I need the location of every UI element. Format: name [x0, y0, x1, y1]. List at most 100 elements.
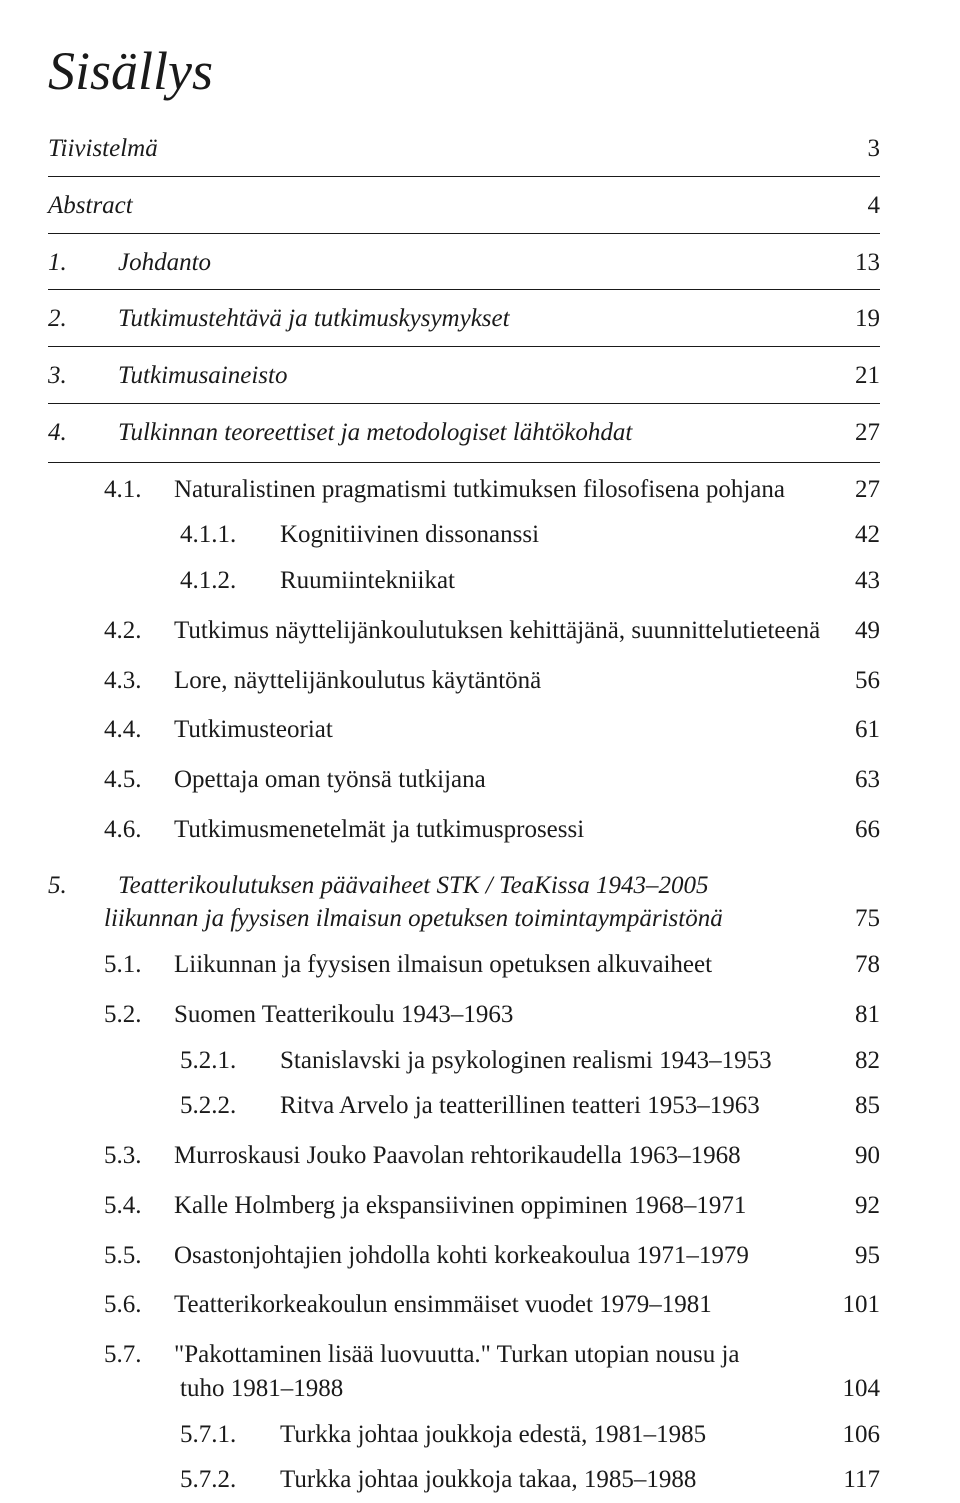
entry-number: 4.6. [104, 813, 174, 847]
entry-number: 4.1.1. [180, 518, 280, 552]
toc-entry-5-2-1: 5.2.1.Stanislavski ja psykologinen reali… [48, 1038, 880, 1084]
entry-number: 5. [48, 869, 118, 903]
entry-page: 4 [828, 192, 880, 220]
entry-page: 49 [828, 617, 880, 645]
toc-entry-1: 1.Johdanto 13 [48, 233, 880, 286]
entry-label: 5.Teatterikoulutuksen päävaiheet STK / T… [48, 869, 709, 903]
entry-number: 4.2. [104, 614, 174, 648]
entry-label: Abstract [48, 189, 133, 223]
toc-entry-5-7-line2: tuho 1981–1988 104 [48, 1372, 880, 1412]
toc-entry-5-5: 5.5.Osastonjohtajien johdolla kohti kork… [48, 1233, 880, 1279]
page-title: Sisällys [48, 40, 880, 102]
entry-label: 4.6.Tutkimusmenetelmät ja tutkimusproses… [48, 813, 584, 847]
entry-number: 3. [48, 359, 118, 393]
toc-entry-4-4: 4.4.Tutkimusteoriat 61 [48, 707, 880, 753]
entry-label: 5.6.Teatterikorkeakoulun ensimmäiset vuo… [48, 1288, 712, 1322]
entry-page: 66 [828, 816, 880, 844]
toc-entry-4-5: 4.5.Opettaja oman työnsä tutkijana 63 [48, 757, 880, 803]
entry-number: 4.1.2. [180, 564, 280, 598]
toc-entry-2: 2.Tutkimustehtävä ja tutkimuskysymykset … [48, 289, 880, 342]
toc-entry-5-line2: liikunnan ja fyysisen ilmaisun opetuksen… [48, 902, 880, 942]
entry-label-cont: tuho 1981–1988 [48, 1372, 343, 1406]
entry-label-cont: liikunnan ja fyysisen ilmaisun opetuksen… [48, 902, 723, 936]
entry-label: 3.Tutkimusaineisto [48, 359, 287, 393]
entry-number: 5.3. [104, 1139, 174, 1173]
entry-page: 27 [828, 419, 880, 447]
entry-page: 117 [828, 1466, 880, 1494]
toc-entry-4-1-1: 4.1.1.Kognitiivinen dissonanssi 42 [48, 512, 880, 558]
entry-number: 5.6. [104, 1288, 174, 1322]
entry-page: 82 [828, 1047, 880, 1075]
entry-label: 4.Tulkinnan teoreettiset ja metodologise… [48, 416, 632, 450]
entry-number: 5.2.2. [180, 1089, 280, 1123]
entry-page: 92 [828, 1192, 880, 1220]
entry-label: 5.7."Pakottaminen lisää luovuutta." Turk… [48, 1338, 740, 1372]
entry-label: 2.Tutkimustehtävä ja tutkimuskysymykset [48, 302, 510, 336]
entry-page: 104 [828, 1375, 880, 1403]
entry-page: 61 [828, 716, 880, 744]
entry-number: 5.7.2. [180, 1463, 280, 1497]
entry-label: 5.5.Osastonjohtajien johdolla kohti kork… [48, 1239, 749, 1273]
entry-label: 4.2.Tutkimus näyttelijänkoulutuksen kehi… [48, 614, 820, 648]
toc-entry-3: 3.Tutkimusaineisto 21 [48, 346, 880, 399]
toc-entry-4-1-2: 4.1.2.Ruumiintekniikat 43 [48, 558, 880, 604]
entry-label: 5.1.Liikunnan ja fyysisen ilmaisun opetu… [48, 948, 712, 982]
toc-entry-4-3: 4.3.Lore, näyttelijänkoulutus käytäntönä… [48, 658, 880, 704]
toc-entry-5-7-2: 5.7.2.Turkka johtaa joukkoja takaa, 1985… [48, 1457, 880, 1503]
entry-label: 5.2.Suomen Teatterikoulu 1943–1963 [48, 998, 513, 1032]
entry-label: 4.1.Naturalistinen pragmatismi tutkimuks… [48, 473, 785, 507]
entry-page: 90 [828, 1142, 880, 1170]
toc-entry-5-2: 5.2.Suomen Teatterikoulu 1943–1963 81 [48, 992, 880, 1038]
entry-label: 1.Johdanto [48, 246, 211, 280]
toc-entry-tiivistelma: Tiivistelmä 3 [48, 126, 880, 172]
toc-entry-5-7-1: 5.7.1.Turkka johtaa joukkoja edestä, 198… [48, 1412, 880, 1458]
entry-number: 4.1. [104, 473, 174, 507]
toc-entry-5-3: 5.3.Murroskausi Jouko Paavolan rehtorika… [48, 1133, 880, 1179]
entry-number: 4.4. [104, 713, 174, 747]
entry-page: 78 [828, 951, 880, 979]
entry-number: 4. [48, 416, 118, 450]
entry-label: 5.7.2.Turkka johtaa joukkoja takaa, 1985… [48, 1463, 696, 1497]
entry-page: 43 [828, 567, 880, 595]
entry-number: 5.2. [104, 998, 174, 1032]
entry-label: 4.3.Lore, näyttelijänkoulutus käytäntönä [48, 664, 541, 698]
entry-label: 5.4.Kalle Holmberg ja ekspansiivinen opp… [48, 1189, 746, 1223]
entry-page: 81 [828, 1001, 880, 1029]
entry-number: 4.3. [104, 664, 174, 698]
toc-entry-5-4: 5.4.Kalle Holmberg ja ekspansiivinen opp… [48, 1183, 880, 1229]
toc-entry-4-1: 4.1.Naturalistinen pragmatismi tutkimuks… [48, 467, 880, 513]
entry-page: 13 [828, 249, 880, 277]
toc-entry-4-6: 4.6.Tutkimusmenetelmät ja tutkimusproses… [48, 807, 880, 853]
entry-label: Tiivistelmä [48, 132, 158, 166]
entry-number: 2. [48, 302, 118, 336]
entry-page: 56 [828, 667, 880, 695]
entry-page: 21 [828, 362, 880, 390]
entry-page: 75 [828, 905, 880, 933]
toc-entry-5-7-line1: 5.7."Pakottaminen lisää luovuutta." Turk… [48, 1332, 880, 1372]
entry-page: 101 [828, 1291, 880, 1319]
entry-page: 27 [828, 476, 880, 504]
entry-number: 5.5. [104, 1239, 174, 1273]
entry-page: 42 [828, 521, 880, 549]
entry-page: 106 [828, 1421, 880, 1449]
entry-label: 4.1.1.Kognitiivinen dissonanssi [48, 518, 539, 552]
entry-page: 63 [828, 766, 880, 794]
entry-number: 5.7.1. [180, 1418, 280, 1452]
toc-entry-5-6: 5.6.Teatterikorkeakoulun ensimmäiset vuo… [48, 1282, 880, 1328]
toc-entry-4: 4.Tulkinnan teoreettiset ja metodologise… [48, 403, 880, 463]
entry-number: 5.1. [104, 948, 174, 982]
entry-number: 1. [48, 246, 118, 280]
entry-label: 5.7.1.Turkka johtaa joukkoja edestä, 198… [48, 1418, 706, 1452]
entry-number: 5.7. [104, 1338, 174, 1372]
entry-page: 19 [828, 305, 880, 333]
toc-entry-5-1: 5.1.Liikunnan ja fyysisen ilmaisun opetu… [48, 942, 880, 988]
entry-number: 5.4. [104, 1189, 174, 1223]
toc-entry-4-2: 4.2.Tutkimus näyttelijänkoulutuksen kehi… [48, 608, 880, 654]
toc-entry-abstract: Abstract 4 [48, 176, 880, 229]
entry-label: 4.1.2.Ruumiintekniikat [48, 564, 455, 598]
entry-label: 5.3.Murroskausi Jouko Paavolan rehtorika… [48, 1139, 741, 1173]
toc-entry-5-2-2: 5.2.2.Ritva Arvelo ja teatterillinen tea… [48, 1083, 880, 1129]
entry-number: 5.2.1. [180, 1044, 280, 1078]
entry-label: 4.4.Tutkimusteoriat [48, 713, 333, 747]
toc-entry-5-line1: 5.Teatterikoulutuksen päävaiheet STK / T… [48, 863, 880, 903]
